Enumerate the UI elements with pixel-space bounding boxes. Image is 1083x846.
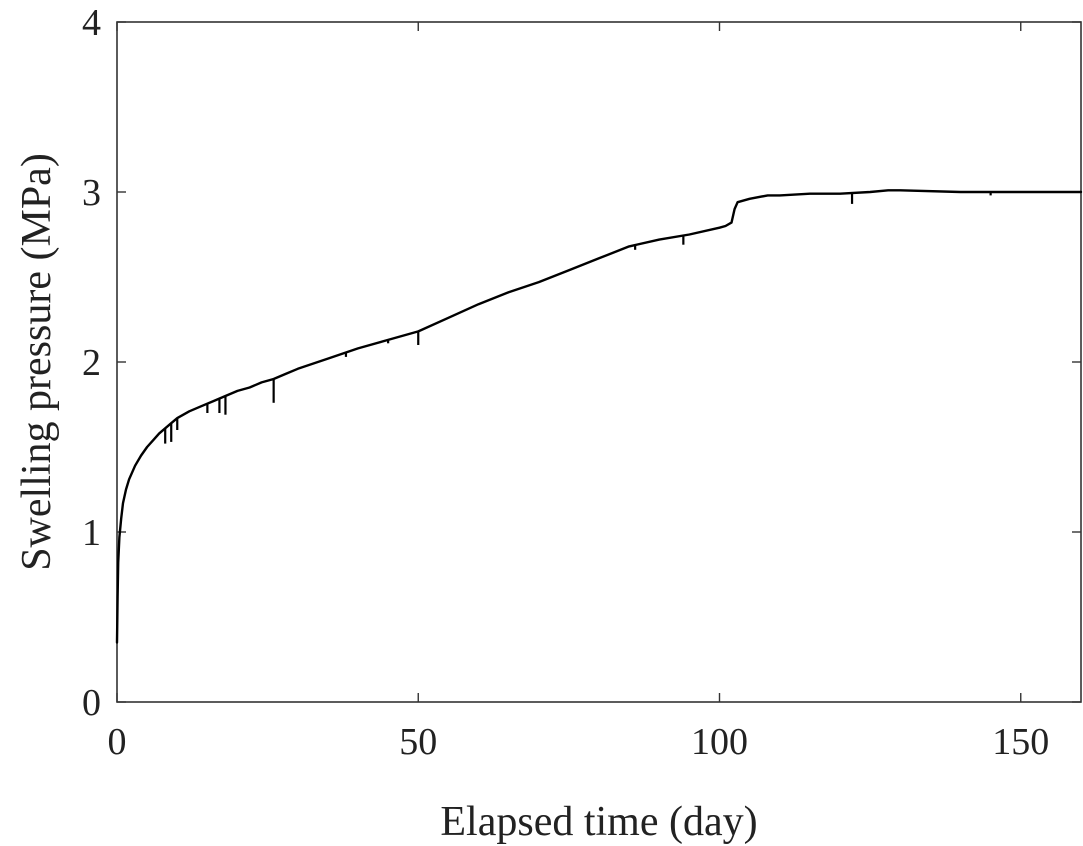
y-tick-label: 0 [82,682,101,724]
y-axis: 0 1 2 3 4 [82,2,1081,724]
plot-area [116,21,1082,703]
x-tick-label: 50 [399,721,437,763]
x-tick-label: 150 [992,721,1049,763]
series-line [115,189,1083,644]
x-tick-label: 100 [691,721,748,763]
series-group [115,189,1083,644]
plot-frame [116,21,1082,703]
y-axis-title: Swelling pressure (MPa) [14,153,60,571]
x-axis: 0 50 100 150 [108,22,1049,763]
x-axis-title: Elapsed time (day) [440,799,757,845]
y-tick-label: 1 [82,512,101,554]
x-tick-label: 0 [108,721,127,763]
y-tick-label: 4 [82,2,101,44]
y-tick-label: 3 [82,172,101,214]
y-tick-label: 2 [82,342,101,384]
